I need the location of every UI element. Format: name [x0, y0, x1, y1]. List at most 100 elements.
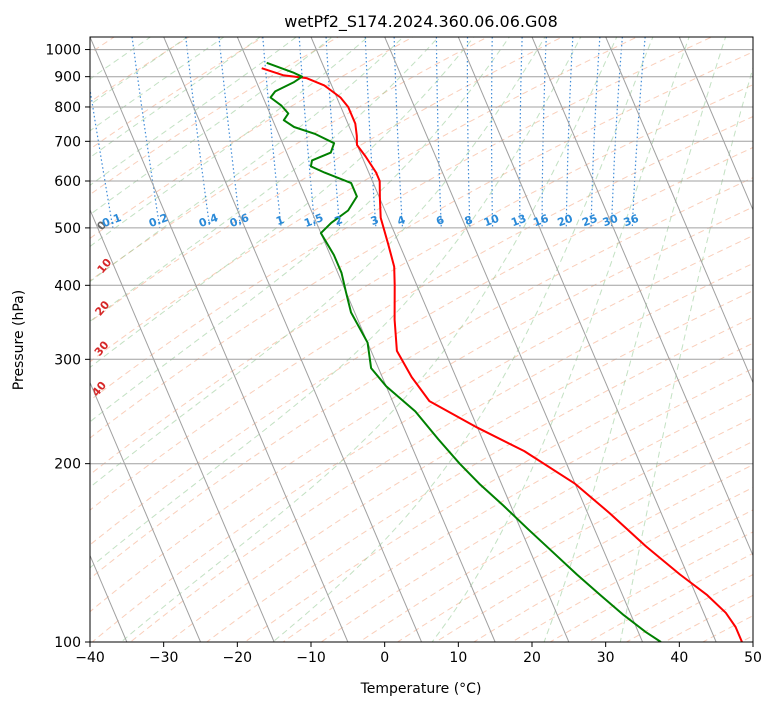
- mixing-ratio-label: 25: [580, 212, 599, 229]
- isotherm-line: [90, 208, 275, 642]
- annotation-labels: -100-90-80-70-60-50-40-30-20-10010203040…: [90, 211, 641, 399]
- mixing-ratio-label: 0.1: [100, 211, 123, 230]
- x-axis: −40 −30 −20 −10 0 10 20 30 40 50: [75, 642, 762, 666]
- dry-adiabat-line: [205, 316, 753, 642]
- dry-adiabat-line: [358, 417, 753, 642]
- dry-adiabat-line: [396, 440, 753, 642]
- mixing-ratio-line: [590, 37, 601, 228]
- mixing-ratio-label: 3: [369, 213, 381, 228]
- moist-adiabat-line: [90, 37, 298, 186]
- y-tick-label: 200: [54, 457, 81, 473]
- series-line-1: [261, 67, 743, 642]
- grid-lines: [90, 37, 753, 642]
- y-tick-label: 400: [54, 278, 81, 294]
- mixing-ratio-label: 0.2: [147, 211, 170, 230]
- isotherm-line: [310, 37, 570, 642]
- isotherm-line: [605, 37, 753, 384]
- x-tick-label: −10: [296, 650, 326, 666]
- isotherm-line: [90, 37, 349, 642]
- mixing-ratio-label: 8: [463, 213, 475, 228]
- dry-adiabat-line: [91, 235, 753, 642]
- isotherm-line: [90, 554, 128, 642]
- dry-adiabat-line: [587, 552, 753, 642]
- isotherm-line: [236, 37, 496, 642]
- isotherm-line: [531, 37, 753, 557]
- y-tick-label: 1000: [45, 43, 81, 59]
- mixing-ratio-label: 10: [482, 212, 501, 230]
- mixing-ratio-label: 0.4: [197, 211, 220, 230]
- mixing-ratio-line: [519, 37, 523, 228]
- mixing-ratio-label: 2: [333, 213, 345, 228]
- moist-adiabat-line: [90, 37, 546, 488]
- mixing-ratio-line: [393, 37, 404, 228]
- moist-adiabat-line: [90, 37, 475, 369]
- x-tick-label: 10: [449, 650, 467, 666]
- dry-adiabat-line: [434, 464, 753, 642]
- x-axis-label: Temperature (°C): [360, 681, 482, 697]
- dry-adiabat-line: [167, 290, 753, 642]
- mixing-ratio-line: [325, 37, 341, 228]
- mixing-ratio-label: 30: [601, 212, 620, 230]
- mixing-ratio-label: 1.5: [302, 211, 325, 230]
- x-tick-label: −30: [149, 650, 179, 666]
- x-tick-label: 20: [523, 650, 541, 666]
- isotherm-line: [163, 37, 423, 642]
- x-tick-label: 40: [670, 650, 688, 666]
- mixing-ratio-label: 36: [622, 212, 641, 230]
- dry-adiabat-line: [90, 37, 713, 402]
- mixing-ratio-label: 20: [556, 212, 575, 230]
- series-layer: [261, 61, 743, 642]
- mixing-ratio-label: 1: [274, 213, 286, 228]
- x-tick-label: −20: [223, 650, 253, 666]
- x-tick-label: 50: [744, 650, 762, 666]
- plot-background: [90, 37, 753, 642]
- dry-adiabat-line: [90, 177, 753, 580]
- y-tick-label: 600: [54, 174, 81, 190]
- mixing-ratio-line: [565, 37, 574, 228]
- chart-title: wetPf2_S174.2024.360.06.06.G08: [284, 12, 558, 32]
- dry-adiabat-line: [90, 37, 489, 282]
- series-line-2: [266, 61, 662, 642]
- dry-adiabat-line: [90, 37, 265, 150]
- x-tick-label: −40: [75, 650, 105, 666]
- y-tick-label: 100: [54, 635, 81, 651]
- mixing-ratio-label: 4: [395, 213, 407, 228]
- mixing-ratio-line: [610, 37, 623, 228]
- dry-adiabat-line: [90, 146, 753, 546]
- plot-frame: [89, 36, 754, 643]
- mixing-ratio-line: [490, 37, 494, 228]
- moist-adiabat-line: [90, 37, 189, 106]
- dry-adiabat-line: [90, 206, 753, 613]
- mixing-ratio-line: [435, 37, 442, 228]
- mixing-ratio-line: [466, 37, 471, 228]
- isotherm-line: [678, 37, 753, 212]
- isotherm-line: [384, 37, 644, 642]
- moist-adiabat-line: [90, 37, 152, 80]
- y-axis: 100 200 300 400 500 600 700 800 900 1000: [45, 43, 90, 651]
- dry-adiabat-line: [90, 37, 639, 363]
- mixing-ratio-label: 16: [531, 212, 550, 230]
- mixing-ratio-label: 6: [434, 213, 446, 228]
- dry-adiabat-line: [90, 51, 753, 439]
- moist-adiabat-line: [90, 37, 225, 132]
- dry-adiabat-line: [472, 486, 753, 642]
- mixing-ratio-line: [541, 37, 547, 228]
- dry-adiabat-line: [90, 84, 753, 476]
- y-tick-label: 800: [54, 100, 81, 116]
- dry-adiabat-line: [90, 37, 564, 323]
- y-tick-label: 700: [54, 134, 81, 150]
- mixing-ratio-label: 0.6: [228, 211, 251, 230]
- moist-adiabat-line: [90, 37, 262, 159]
- mixing-ratio-line: [364, 37, 377, 228]
- y-tick-label: 900: [54, 70, 81, 86]
- isotherm-line: [457, 37, 717, 642]
- isotherm-line: [90, 381, 202, 642]
- dry-adiabat-line: [129, 262, 753, 642]
- y-axis-label: Pressure (hPa): [11, 290, 27, 390]
- x-tick-label: 0: [380, 650, 389, 666]
- moist-adiabat-line: [272, 37, 654, 642]
- background-lines: [90, 37, 753, 642]
- y-tick-label: 500: [54, 221, 81, 237]
- x-tick-label: 30: [597, 650, 615, 666]
